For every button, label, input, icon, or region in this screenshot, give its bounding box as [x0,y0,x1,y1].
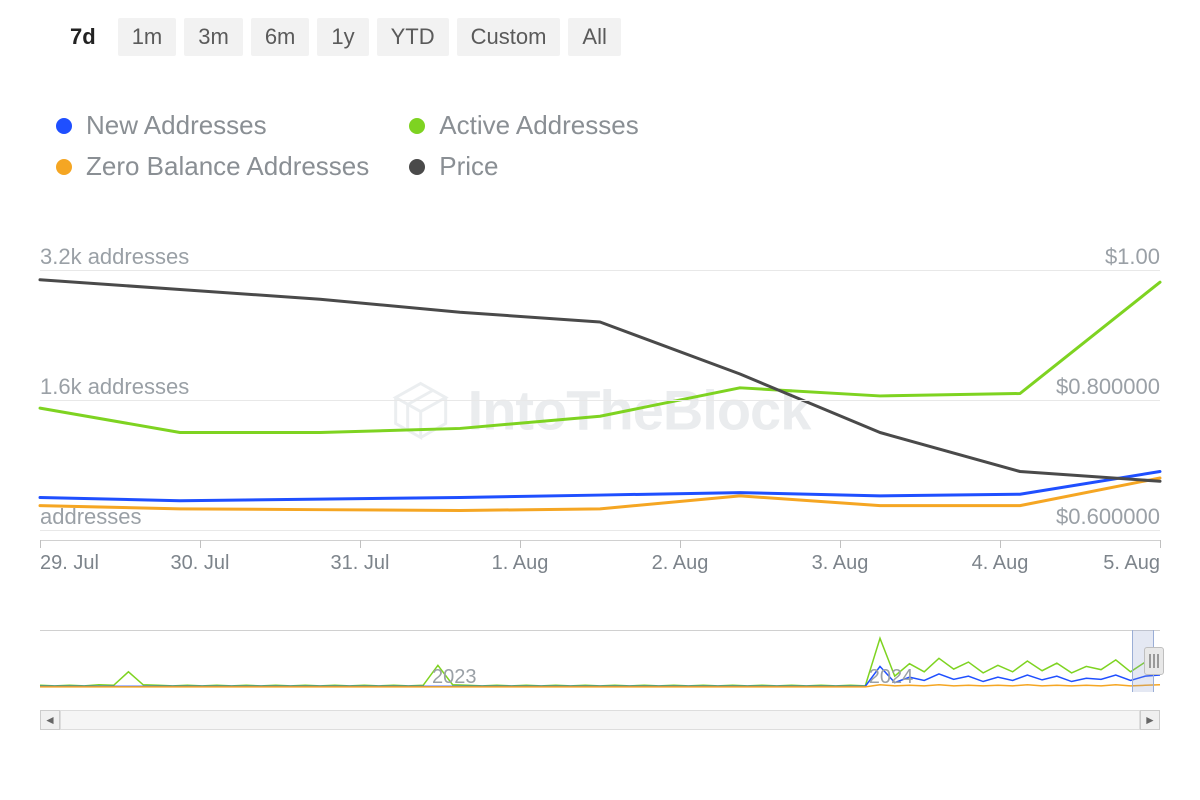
scroll-right-button[interactable]: ► [1140,710,1160,730]
legend-label: Active Addresses [439,110,638,141]
legend-label: Zero Balance Addresses [86,151,369,182]
series-active-addresses [40,282,1160,432]
series-price [40,280,1160,482]
main-chart: IntoTheBlock 3.2k addresses$1.001.6k add… [40,240,1160,580]
y-left-tick-label: addresses [40,504,142,530]
x-tick-label: 2. Aug [652,552,709,575]
range-tab-all[interactable]: All [568,18,620,56]
legend-dot-icon [56,159,72,175]
y-left-tick-label: 1.6k addresses [40,374,189,400]
range-tab-7d[interactable]: 7d [56,18,110,56]
x-tick-label: 3. Aug [812,552,869,575]
legend-item-price[interactable]: Price [409,151,638,182]
navigator-year-label: 2024 [869,666,914,689]
range-tab-1y[interactable]: 1y [317,18,368,56]
legend-item-zero-balance[interactable]: Zero Balance Addresses [56,151,369,182]
navigator-handle[interactable] [1144,647,1164,675]
legend-dot-icon [409,159,425,175]
legend-dot-icon [409,118,425,134]
navigator-year-label: 2023 [432,666,477,689]
range-tab-3m[interactable]: 3m [184,18,243,56]
scroll-track[interactable] [60,710,1140,730]
legend-label: New Addresses [86,110,267,141]
x-tick-label: 1. Aug [492,552,549,575]
scroll-left-button[interactable]: ◄ [40,710,60,730]
range-tab-1m[interactable]: 1m [118,18,177,56]
range-tab-6m[interactable]: 6m [251,18,310,56]
range-tab-custom[interactable]: Custom [457,18,561,56]
time-range-tabs: 7d1m3m6m1yYTDCustomAll [56,18,621,56]
chart-plot [40,240,1160,580]
navigator[interactable]: ◄ ► 2023 2024 [40,630,1160,730]
y-right-tick-label: $0.600000 [1056,504,1160,530]
legend-label: Price [439,151,498,182]
series-new-addresses [40,472,1160,501]
x-tick-label: 29. Jul [40,552,99,575]
navigator-plot [40,630,1160,692]
x-tick-label: 30. Jul [171,552,230,575]
chart-legend: New Addresses Active Addresses Zero Balanc… [56,110,639,182]
x-tick-label: 31. Jul [331,552,390,575]
x-tick-label: 4. Aug [972,552,1029,575]
y-right-tick-label: $1.00 [1105,244,1160,270]
y-right-tick-label: $0.800000 [1056,374,1160,400]
x-tick-label: 5. Aug [1103,552,1160,575]
legend-item-active-addresses[interactable]: Active Addresses [409,110,638,141]
y-left-tick-label: 3.2k addresses [40,244,189,270]
legend-dot-icon [56,118,72,134]
range-tab-ytd[interactable]: YTD [377,18,449,56]
legend-item-new-addresses[interactable]: New Addresses [56,110,369,141]
